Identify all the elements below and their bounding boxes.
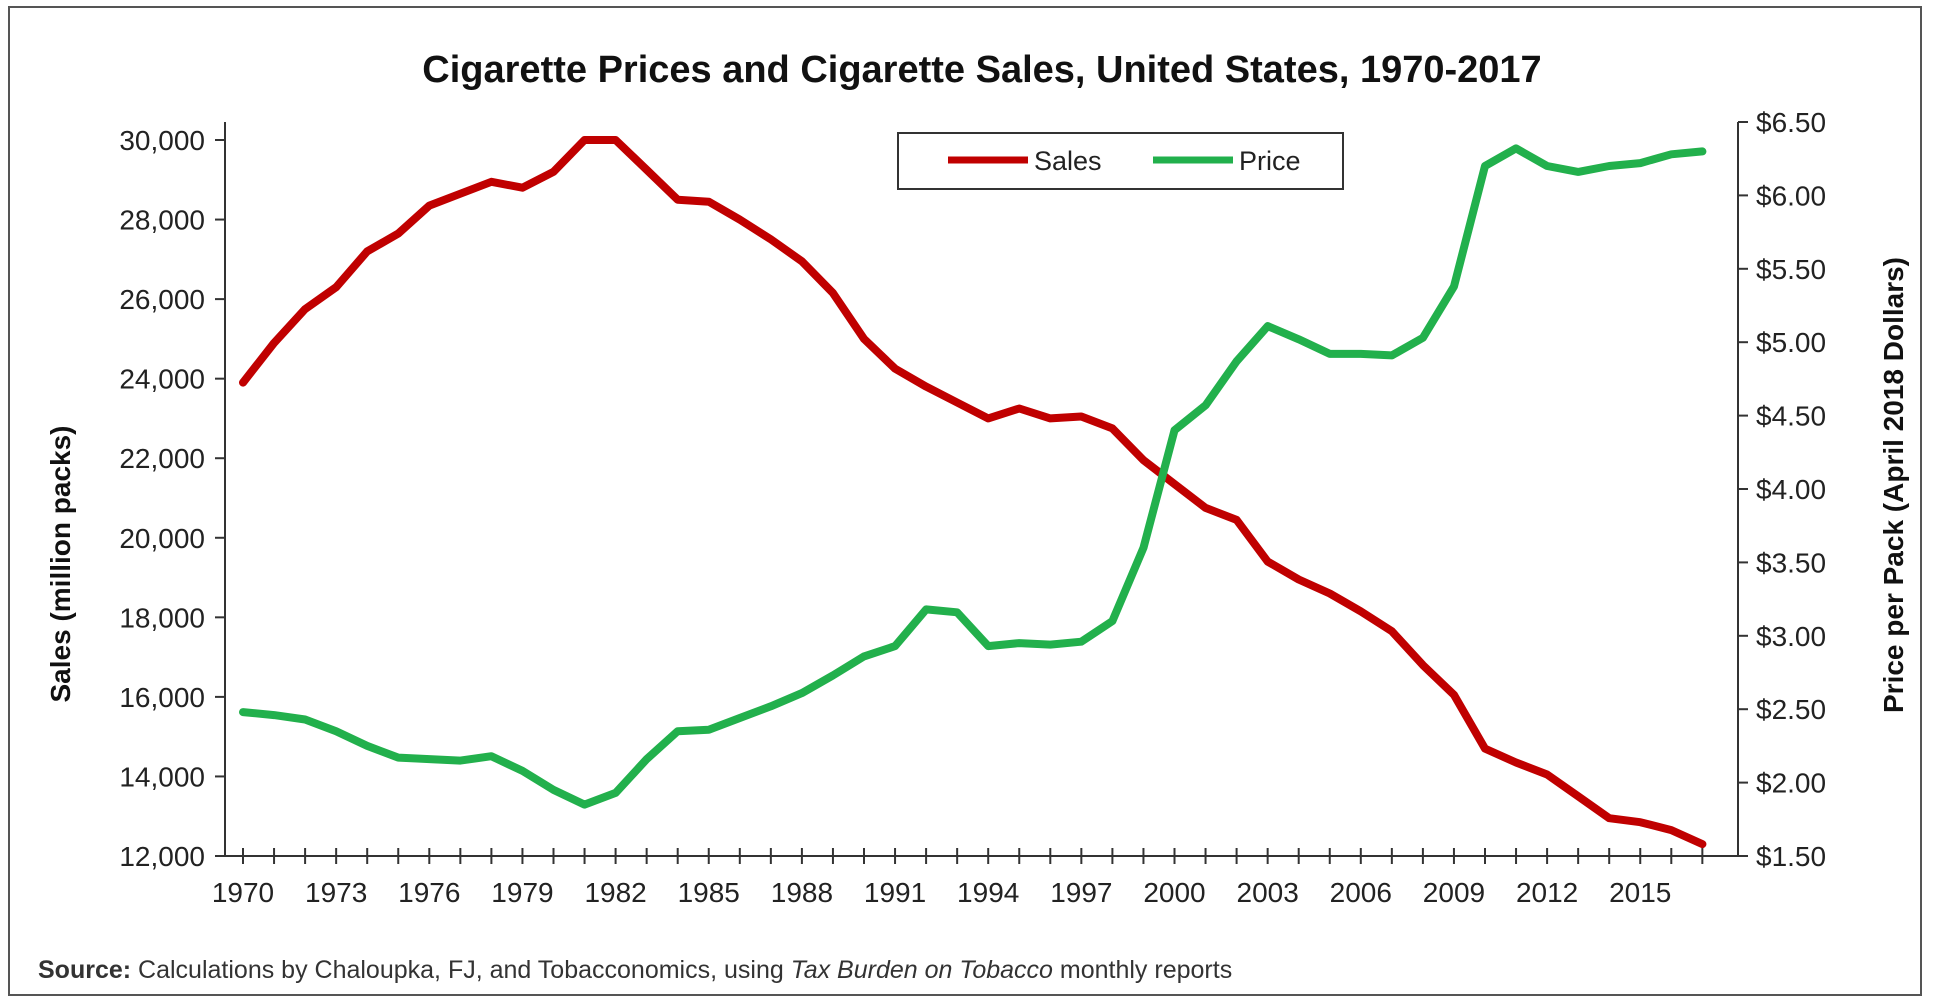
- source-italic: Tax Burden on Tobacco: [791, 956, 1053, 984]
- left-tick-label: 22,000: [119, 443, 205, 474]
- right-tick-label: $2.50: [1756, 694, 1826, 725]
- right-tick-label: $5.00: [1756, 327, 1826, 358]
- left-tick-label: 20,000: [119, 523, 205, 554]
- x-tick-label: 2003: [1237, 877, 1299, 908]
- right-y-ticks: $1.50 $2.00 $2.50 $3.00 $3.50 $4.00 $4.50 $5.00…: [1738, 107, 1826, 872]
- x-tick-label: 1979: [491, 877, 553, 908]
- left-tick-label: 16,000: [119, 682, 205, 713]
- x-tick-label: 1994: [957, 877, 1019, 908]
- axes: [224, 122, 1739, 857]
- left-tick-label: 26,000: [119, 284, 205, 315]
- chart-title: Cigarette Prices and Cigarette Sales, Un…: [422, 49, 1541, 91]
- x-tick-label: 2006: [1330, 877, 1392, 908]
- source-text-after: monthly reports: [1053, 956, 1232, 984]
- legend: Sales Price: [897, 132, 1344, 190]
- legend-sales-label: Sales: [1034, 146, 1102, 176]
- right-tick-label: $4.50: [1756, 401, 1826, 432]
- right-tick-label: $5.50: [1756, 254, 1826, 285]
- right-tick-label: $6.00: [1756, 180, 1826, 211]
- x-tick-label: 2012: [1516, 877, 1578, 908]
- series-line-price: [239, 144, 1707, 809]
- x-tick-label: 2000: [1143, 877, 1205, 908]
- legend-price-label: Price: [1239, 146, 1301, 176]
- x-tick-label: 1982: [584, 877, 646, 908]
- left-axis-title: Sales (million packs): [45, 426, 76, 703]
- left-tick-label: 18,000: [119, 602, 205, 633]
- series-line-sales: [239, 136, 1707, 849]
- x-tick-label: 1973: [305, 877, 367, 908]
- left-tick-label: 24,000: [119, 364, 205, 395]
- series-layer: [239, 136, 1707, 849]
- source-text-before: Calculations by Chaloupka, FJ, and Tobac…: [131, 956, 791, 984]
- right-axis-title: Price per Pack (April 2018 Dollars): [1878, 257, 1909, 713]
- source-note: Source: Calculations by Chaloupka, FJ, a…: [38, 956, 1232, 984]
- x-tick-label: 1976: [398, 877, 460, 908]
- right-tick-label: $4.00: [1756, 474, 1826, 505]
- x-tick-label: 1991: [864, 877, 926, 908]
- x-tick-label: 2015: [1609, 877, 1671, 908]
- right-tick-label: $3.50: [1756, 547, 1826, 578]
- x-tick-label: 1970: [212, 877, 274, 908]
- left-tick-label: 14,000: [119, 761, 205, 792]
- x-tick-label: 2009: [1423, 877, 1485, 908]
- left-tick-label: 28,000: [119, 205, 205, 236]
- right-tick-label: $1.50: [1756, 841, 1826, 872]
- right-tick-label: $3.00: [1756, 621, 1826, 652]
- x-ticks: 1970 1973 1976 1979 1982 1985 1988 1991 1994 1997…: [212, 848, 1704, 908]
- right-tick-label: $2.00: [1756, 768, 1826, 799]
- source-label: Source:: [38, 956, 131, 984]
- x-tick-label: 1997: [1050, 877, 1112, 908]
- right-tick-label: $6.50: [1756, 107, 1826, 138]
- left-tick-label: 12,000: [119, 841, 205, 872]
- x-tick-label: 1985: [678, 877, 740, 908]
- left-y-ticks: 12,000 14,000 16,000 18,000 20,000 22,000 24,0…: [119, 125, 225, 872]
- x-tick-label: 1988: [771, 877, 833, 908]
- left-tick-label: 30,000: [119, 125, 205, 156]
